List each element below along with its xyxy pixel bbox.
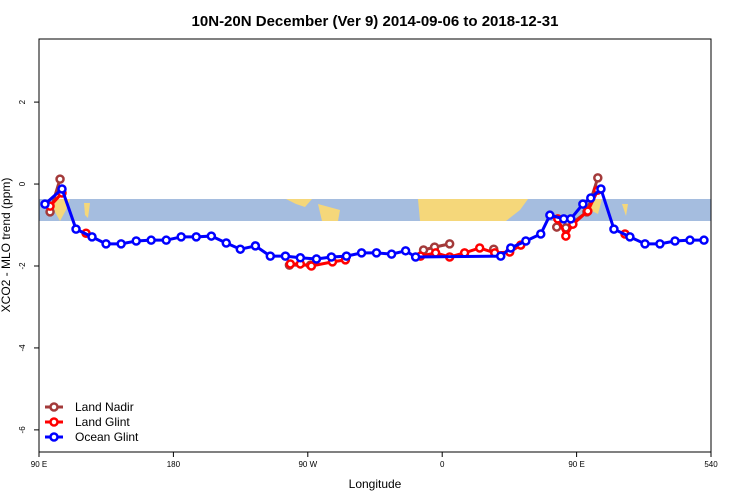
y-tick-label: 0 xyxy=(18,181,27,186)
x-tick-label: 180 xyxy=(167,460,181,469)
plot-frame xyxy=(38,38,712,453)
land-patch xyxy=(84,203,90,218)
data-point xyxy=(625,232,635,242)
ocean-band xyxy=(39,199,711,221)
data-point xyxy=(116,239,126,249)
data-point xyxy=(386,249,397,259)
data-point xyxy=(285,259,296,269)
x-tick-label: 540 xyxy=(704,460,718,469)
series-line xyxy=(48,177,600,267)
data-point xyxy=(295,253,306,263)
legend-label: Ocean Glint xyxy=(75,430,139,444)
data-point xyxy=(146,235,156,245)
data-point xyxy=(521,236,531,246)
y-tick-label: -4 xyxy=(18,344,27,352)
data-point xyxy=(235,244,246,254)
x-tick-label: 90 E xyxy=(568,460,584,469)
data-point xyxy=(545,210,555,220)
data-point xyxy=(609,224,619,234)
data-point xyxy=(586,193,596,203)
data-point xyxy=(265,251,276,261)
legend-marker xyxy=(49,402,59,412)
data-point xyxy=(400,246,411,256)
data-point xyxy=(655,239,665,249)
data-point xyxy=(55,174,65,184)
map-strip xyxy=(39,199,711,221)
land-patch xyxy=(52,199,70,221)
data-point xyxy=(306,261,317,271)
data-point xyxy=(40,199,50,209)
data-point xyxy=(356,248,367,258)
data-point xyxy=(505,243,516,253)
data-point xyxy=(495,251,506,261)
chart-title: 10N-20N December (Ver 9) 2014-09-06 to 2… xyxy=(192,13,559,30)
legend-label: Land Nadir xyxy=(75,400,134,414)
data-point xyxy=(87,232,97,242)
data-point xyxy=(250,241,261,251)
data-point xyxy=(596,184,606,194)
data-point xyxy=(191,232,201,242)
y-tick-label: 2 xyxy=(18,99,27,104)
data-point xyxy=(326,252,337,262)
data-point xyxy=(578,199,588,209)
data-point xyxy=(131,236,141,246)
legend-marker xyxy=(49,432,59,442)
legend-marker xyxy=(49,417,59,427)
data-point xyxy=(561,231,571,241)
land-patch xyxy=(622,204,628,216)
y-tick-label: -2 xyxy=(18,262,27,270)
data-point xyxy=(583,206,593,216)
x-tick-label: 0 xyxy=(440,460,445,469)
data-point xyxy=(221,238,232,248)
data-point xyxy=(311,254,322,264)
data-point xyxy=(206,231,217,241)
data-point xyxy=(444,239,455,249)
land-patch xyxy=(286,199,312,207)
data-point xyxy=(71,224,81,234)
data-point xyxy=(551,222,562,232)
legend-label: Land Glint xyxy=(75,415,130,429)
y-axis-label: XCO2 - MLO trend (ppm) xyxy=(0,178,13,313)
data-point xyxy=(371,248,382,258)
data-point xyxy=(161,235,171,245)
data-point xyxy=(699,235,709,245)
y-tick-label: -6 xyxy=(18,426,27,434)
data-point xyxy=(57,184,67,194)
data-point xyxy=(176,232,186,242)
data-point xyxy=(640,239,650,249)
data-point xyxy=(280,251,291,261)
x-tick-label: 90 W xyxy=(298,460,317,469)
x-tick-label: 90 E xyxy=(31,460,47,469)
data-point xyxy=(101,239,111,249)
land-patch xyxy=(418,199,528,221)
data-point xyxy=(341,251,352,261)
data-point xyxy=(474,243,485,253)
data-point xyxy=(670,236,680,246)
data-point xyxy=(566,214,576,224)
data-point xyxy=(536,229,546,239)
land-patch xyxy=(318,204,340,221)
x-axis-label: Longitude xyxy=(349,477,402,491)
data-point xyxy=(410,252,421,262)
data-point xyxy=(593,173,603,183)
data-point xyxy=(685,235,695,245)
